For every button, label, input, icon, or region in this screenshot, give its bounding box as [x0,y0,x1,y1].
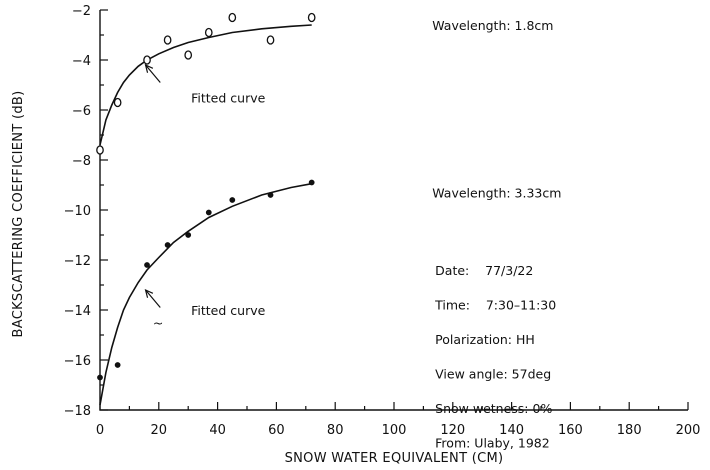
x-tick-label: 120 [440,423,465,438]
y-tick-label: −16 [64,354,91,369]
y-tick-label: −14 [64,304,91,319]
pointer-arrowhead [144,288,154,298]
data-point-series-1 [113,97,122,108]
fitted-curve-2 [99,182,312,406]
data-point-series-2 [114,362,121,368]
tilde-mark: ~ [153,316,163,331]
data-point-series-2 [164,242,171,248]
info-line: Snow wetness: 0% [435,401,552,416]
data-points [96,12,316,381]
y-tick-label: −12 [64,254,91,269]
info-line: Time: 7:30–11:30 [434,298,556,313]
data-point-series-1 [228,12,237,23]
axis-frame [99,10,688,411]
data-point-series-2 [185,232,192,238]
data-point-series-1 [163,35,172,45]
x-tick-label: 20 [151,423,168,438]
data-point-series-2 [97,374,103,381]
data-point-series-1 [143,55,151,65]
pointer-arrowhead [144,63,154,73]
fitted-curve-label: Fitted curve [191,303,265,318]
info-line: View angle: 57deg [435,367,551,382]
x-tick-label: 40 [209,423,226,438]
data-point-series-2 [205,209,212,216]
x-tick-label: 100 [382,423,407,438]
info-line: Polarization: HH [435,332,535,347]
fitted-curve-label: Fitted curve [191,91,265,106]
series-label-2: Wavelength: 3.33cm [432,186,561,201]
x-tick-label: 200 [676,423,701,438]
fitted-curve-1 [99,24,312,146]
pointer-arrow [145,289,161,308]
x-axis-title: SNOW WATER EQUIVALENT (CM) [285,451,504,466]
y-tick-label: −4 [72,54,91,69]
data-point-series-2 [308,179,315,186]
y-tick-label: −18 [64,404,91,419]
data-point-series-2 [229,197,236,203]
y-tick-label: −2 [72,4,91,19]
y-tick-label: −6 [72,104,91,119]
data-point-series-1 [307,12,316,23]
info-line: From: Ulaby, 1982 [435,436,550,451]
annotations: Wavelength: 1.8cm Wavelength: 3.33cm Fitte… [144,18,561,451]
x-tick-label: 180 [617,423,642,438]
data-point-series-2 [144,262,150,268]
y-tick-label: −10 [64,204,91,219]
data-point-series-1 [204,27,213,38]
data-point-series-1 [96,145,104,155]
x-tick-label: 60 [268,423,285,438]
x-tick-label: 160 [558,423,583,438]
data-point-series-1 [266,35,275,45]
data-point-series-2 [267,192,274,198]
fitted-curves [99,24,312,406]
data-point-series-1 [184,50,193,60]
axes: 0 20 40 60 80 100 120 140 160 180 200 −2 −4 −6 −8 −10 −1… [11,4,700,466]
y-axis-title: BACKSCATTERING COEFFICIENT (dB) [11,91,26,338]
info-line: Date: 77/3/22 [435,263,533,278]
y-tick-label: −8 [72,154,91,169]
x-tick-label: 140 [499,423,524,438]
x-tick-label: 80 [327,423,344,438]
x-tick-label: 0 [96,423,104,438]
series-label-1: Wavelength: 1.8cm [432,18,553,33]
pointer-arrow [145,64,161,83]
